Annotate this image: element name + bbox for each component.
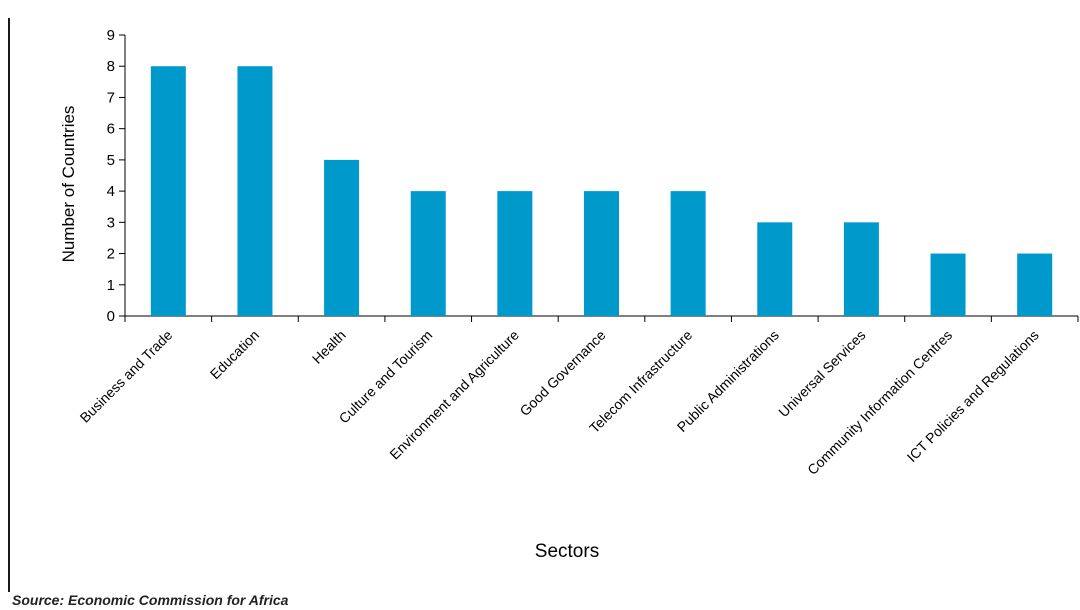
x-tick-label: Community Information Centres	[804, 327, 955, 478]
y-tick-label: 2	[107, 246, 115, 263]
y-tick-label: 7	[107, 89, 115, 106]
y-tick-label: 9	[107, 27, 115, 44]
y-axis: 0 1 2 3 4 5 6 7 8 9	[107, 27, 126, 325]
y-tick-label: 1	[107, 277, 115, 294]
y-tick-label: 6	[107, 121, 115, 138]
bar	[410, 191, 446, 316]
x-axis	[124, 315, 1079, 322]
bar	[1017, 253, 1053, 316]
bar	[237, 66, 273, 316]
left-border-line	[8, 18, 10, 592]
x-tick-label: Education	[207, 327, 262, 382]
source-note: Source: Economic Commission for Africa	[12, 592, 289, 608]
y-axis-title: Number of Countries	[59, 106, 78, 263]
bar	[150, 66, 186, 316]
bar-chart: 0 1 2 3 4 5 6 7 8 9 Business and Trade Education He…	[59, 27, 1079, 562]
x-tick-label: Health	[309, 327, 349, 367]
bar	[324, 159, 360, 316]
bar	[757, 222, 793, 316]
x-axis-title: Sectors	[535, 541, 599, 562]
y-tick-label: 0	[107, 308, 115, 325]
y-tick-label: 4	[107, 183, 115, 200]
bars	[150, 66, 1053, 316]
x-tick-label: Business and Trade	[77, 327, 176, 426]
bar	[843, 222, 879, 316]
y-tick-label: 3	[107, 214, 115, 231]
x-tick-labels: Business and Trade Education HealthCulture…	[77, 327, 1042, 478]
bar	[497, 191, 533, 316]
y-tick-label: 8	[107, 58, 115, 75]
x-tick-label: Universal Services	[775, 327, 868, 420]
bar	[670, 191, 706, 316]
bar	[930, 253, 966, 316]
x-tick-label: Culture and Tourism	[336, 327, 436, 427]
bar	[584, 191, 619, 316]
x-tick-label: Good Governance	[516, 327, 608, 419]
y-tick-label: 5	[107, 152, 115, 169]
